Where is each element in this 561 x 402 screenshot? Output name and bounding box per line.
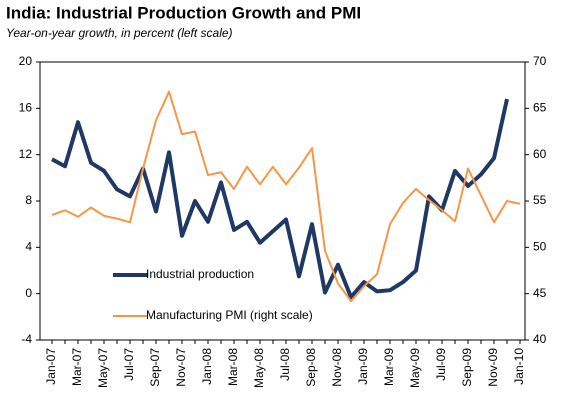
chart-subtitle: Year-on-year growth, in percent (left sc…	[6, 26, 233, 40]
y2-tick-label: 50	[533, 240, 547, 254]
x-tick-label: Nov-09	[486, 348, 500, 387]
x-tick-label: Jan-10	[512, 348, 526, 385]
x-tick-label: Jan-08	[200, 348, 214, 385]
series-line	[51, 90, 521, 303]
x-tick-label: Mar-08	[226, 348, 240, 386]
y2-tick-label: 65	[533, 101, 547, 115]
x-tick-label: Jan-09	[356, 348, 370, 385]
x-tick-label: May-07	[96, 348, 110, 388]
x-tick-label: May-08	[252, 348, 266, 388]
y-tick-label: 4	[25, 240, 32, 254]
y-tick-label: 0	[25, 286, 32, 300]
y-tick-label: 20	[19, 54, 33, 68]
x-tick-label: Mar-09	[382, 348, 396, 386]
y-tick-label: 16	[19, 101, 33, 115]
y2-tick-label: 60	[533, 147, 547, 161]
y2-tick-label: 70	[533, 54, 547, 68]
y2-tick-label: 45	[533, 286, 547, 300]
x-tick-label: Sep-09	[460, 348, 474, 387]
y2-tick-label: 55	[533, 193, 547, 207]
x-tick-label: Mar-07	[70, 348, 84, 386]
x-tick-label: Nov-07	[174, 348, 188, 387]
y-tick-label: 8	[25, 193, 32, 207]
plot-frame	[39, 61, 526, 341]
x-tick-label: Jul-08	[278, 348, 292, 381]
x-tick-label: Jan-07	[44, 348, 58, 385]
y-tick-label: -4	[21, 332, 32, 346]
legend-label: Industrial production	[146, 267, 254, 281]
x-tick-label: May-09	[408, 348, 422, 388]
legend-label: Manufacturing PMI (right scale)	[146, 308, 313, 322]
series-line	[51, 98, 509, 300]
x-tick-label: Sep-07	[148, 348, 162, 387]
y2-tick-label: 40	[533, 332, 547, 346]
chart-title: India: Industrial Production Growth and …	[6, 3, 361, 22]
x-tick-label: Nov-08	[330, 348, 344, 387]
x-tick-label: Jul-07	[122, 348, 136, 381]
x-tick-label: Jul-09	[434, 348, 448, 381]
y-tick-label: 12	[19, 147, 33, 161]
x-tick-label: Sep-08	[304, 348, 318, 387]
